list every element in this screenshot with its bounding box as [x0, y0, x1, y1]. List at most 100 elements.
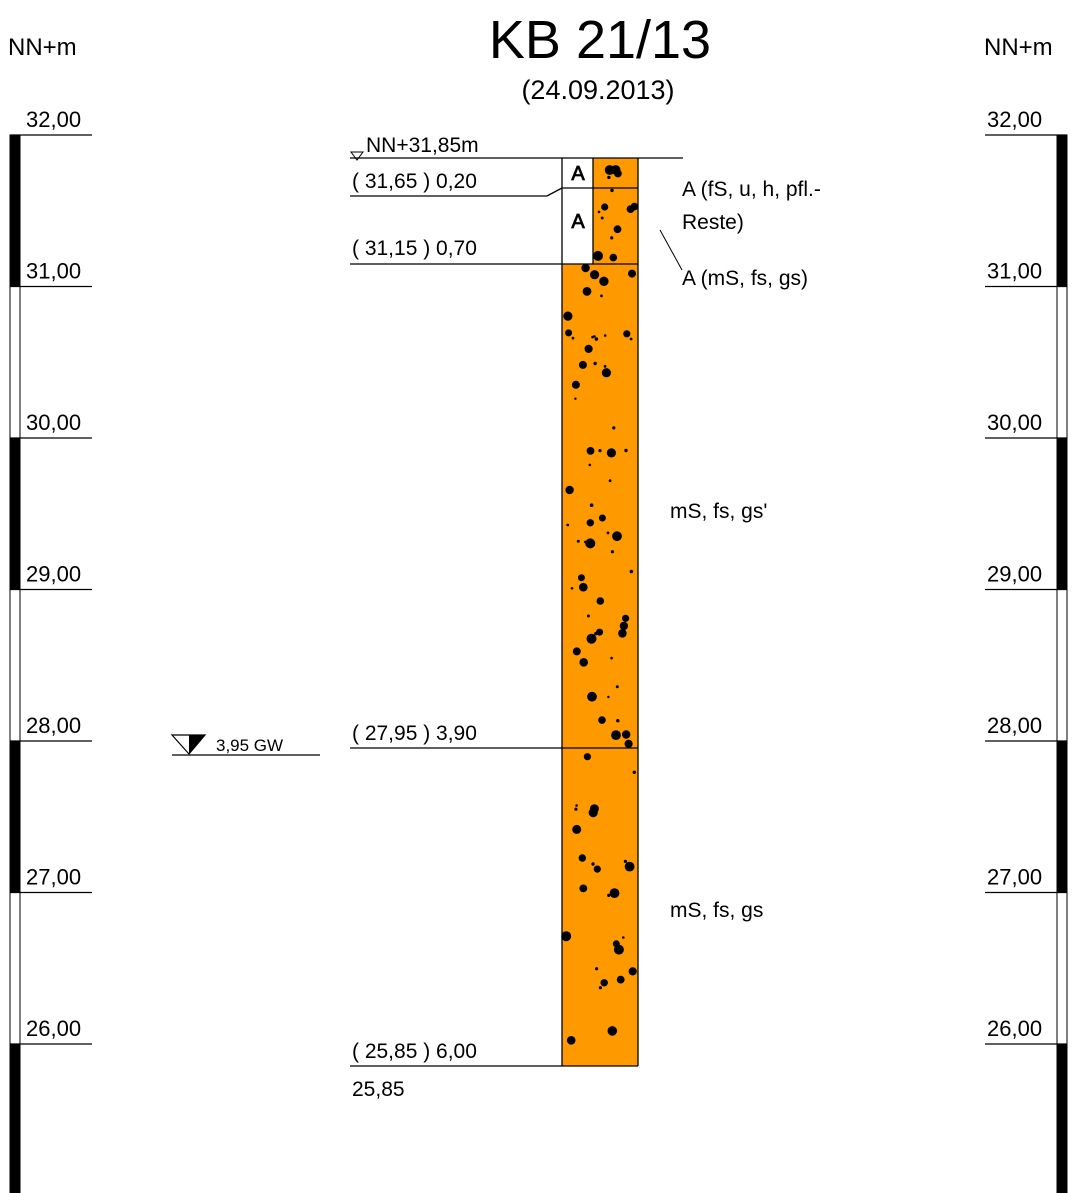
- groundwater-label: 3,95 GW: [216, 736, 283, 755]
- gravel-dot-49: [586, 633, 597, 644]
- gravel-dot-94: [584, 344, 593, 353]
- layer-3-description: mS, fs, gs': [670, 500, 767, 523]
- gravel-dot-63: [598, 449, 602, 453]
- gravel-dot-41: [593, 361, 597, 366]
- gravel-dot-26: [616, 975, 625, 984]
- gravel-dot-23: [628, 269, 636, 278]
- gravel-dot-86: [616, 719, 620, 723]
- gravel-dot-88: [589, 503, 594, 508]
- gravel-dot-98: [594, 631, 598, 636]
- gravel-dot-28: [624, 448, 628, 453]
- gravel-dot-83: [571, 336, 575, 340]
- gravel-dot-22: [588, 808, 598, 818]
- gravel-dot-45: [632, 770, 636, 774]
- left-scale-label-2: 31,00: [26, 259, 81, 284]
- gravel-dot-53: [606, 448, 617, 458]
- right-scale-label-4: 29,00: [987, 562, 1042, 587]
- gravel-dot-14: [601, 203, 609, 211]
- right-scale-segment-4: [1056, 589, 1068, 742]
- gravel-dot-25: [622, 730, 631, 739]
- gravel-dot-95: [618, 629, 627, 638]
- fill-layer-1-symbol: A: [571, 163, 585, 185]
- gravel-dot-32: [586, 447, 595, 455]
- groundwater-triangle-fill: [189, 735, 205, 754]
- layer-1-description-line-1: A (fS, u, h, pfl.-: [682, 178, 821, 201]
- boundary-label-1: ( 31,65 ) 0,20: [352, 170, 477, 193]
- gravel-dot-78: [607, 695, 610, 699]
- gravel-dot-67: [586, 519, 594, 527]
- boundary-line-1: [350, 187, 563, 197]
- gravel-dot-51: [598, 514, 606, 522]
- gravel-dot-38: [623, 330, 631, 338]
- left-scale-segment-5: [9, 740, 21, 893]
- gravel-dot-47: [591, 862, 595, 866]
- left-scale-segment-3: [9, 437, 21, 590]
- gravel-dot-96: [610, 550, 615, 554]
- gravel-dot-85: [561, 931, 572, 942]
- boundary-label-4: ( 25,85 ) 6,00: [352, 1040, 477, 1063]
- right-scale-label-3: 30,00: [987, 410, 1042, 435]
- soil-column: A A: [561, 158, 639, 1066]
- gravel-dot-74: [624, 861, 635, 872]
- gravel-dot-52: [600, 294, 603, 298]
- right-scale-segment-6: [1056, 892, 1068, 1045]
- gravel-dot-3: [610, 188, 614, 193]
- fill-layer-2-symbol: A: [571, 211, 585, 233]
- gravel-dot-56: [603, 334, 607, 337]
- gravel-dot-81: [610, 656, 613, 660]
- ground-level-label: NN+31,85m: [366, 134, 479, 157]
- gravel-dot-21: [566, 523, 570, 527]
- gravel-dot-100: [612, 426, 616, 430]
- gravel-dot-29: [565, 329, 573, 337]
- gravel-dot-8: [613, 225, 622, 234]
- gravel-dot-33: [574, 397, 577, 400]
- gravel-dot-24: [594, 337, 599, 341]
- gravel-dot-6: [593, 250, 603, 261]
- gravel-dots: [561, 165, 639, 1045]
- gravel-dot-99: [596, 597, 605, 605]
- gravel-dot-73: [591, 335, 594, 339]
- gravel-dot-101: [593, 865, 601, 873]
- ground-level-marker: NN+31,85m: [350, 134, 683, 161]
- right-scale-segment-7: [1056, 1043, 1068, 1193]
- left-scale-segment-4: [9, 589, 21, 742]
- profile-title: KB 21/13: [489, 10, 711, 70]
- gravel-dot-93: [571, 380, 580, 389]
- gravel-dot-102: [581, 263, 590, 273]
- gravel-dot-89: [574, 807, 578, 811]
- right-scale-segment-1: [1056, 134, 1068, 287]
- right-scale-label-2: 31,00: [987, 259, 1042, 284]
- fill-layer-a-symbol-box: [562, 158, 593, 264]
- gravel-dot-91: [579, 658, 588, 667]
- gravel-dot-5: [600, 216, 604, 220]
- gravel-dot-97: [579, 884, 588, 893]
- gravel-dot-18: [578, 854, 586, 862]
- gravel-dot-35: [590, 270, 600, 280]
- gravel-dot-75: [622, 614, 630, 622]
- gravel-dot-16: [586, 614, 590, 618]
- left-scale-segment-6: [9, 892, 21, 1045]
- layer-1-description-line-2: Reste): [682, 211, 744, 234]
- gravel-dot-17: [619, 621, 629, 631]
- gravel-dot-40: [587, 691, 597, 702]
- gravel-dot-4: [597, 210, 601, 214]
- gravel-dot-77: [585, 538, 596, 549]
- right-scale-segment-3: [1056, 437, 1068, 590]
- gravel-dot-58: [563, 311, 573, 321]
- end-elevation-label: 25,85: [352, 1078, 405, 1101]
- gravel-dot-37: [608, 479, 612, 483]
- layer-boundary-2: ( 31,15 ) 0,70: [350, 237, 638, 265]
- right-scale-segment-5: [1056, 740, 1068, 893]
- left-scale-segment-1: [9, 134, 21, 287]
- gravel-dot-27: [572, 824, 582, 834]
- gravel-dot-44: [609, 888, 620, 898]
- gravel-dot-60: [577, 574, 585, 582]
- gravel-dot-31: [565, 485, 574, 495]
- gravel-dot-76: [588, 463, 592, 467]
- layer-boundary-3: ( 27,95 ) 3,90: [350, 722, 638, 749]
- left-scale-label-5: 28,00: [26, 713, 81, 738]
- gravel-dot-11: [604, 165, 615, 175]
